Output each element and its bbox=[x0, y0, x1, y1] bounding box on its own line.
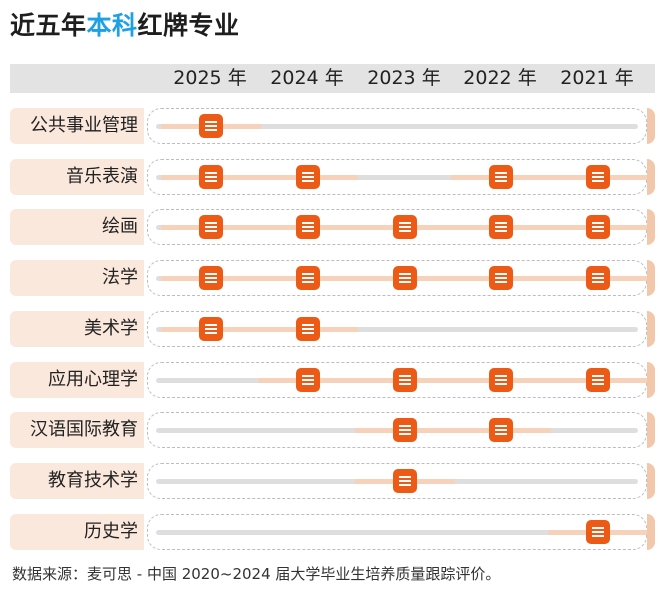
red-card-icon bbox=[489, 266, 513, 290]
red-card-icon bbox=[586, 215, 610, 239]
major-label-cell: 法学 bbox=[10, 260, 144, 296]
red-card-icon bbox=[199, 266, 223, 290]
red-card-icon bbox=[393, 368, 417, 392]
major-label-cell: 绘画 bbox=[10, 209, 144, 245]
red-card-icon bbox=[296, 368, 320, 392]
major-label-cell: 历史学 bbox=[10, 514, 144, 550]
year-track bbox=[147, 260, 648, 296]
track-lane bbox=[156, 175, 638, 180]
track-end-cap bbox=[647, 463, 655, 499]
title-highlight: 本科 bbox=[86, 11, 138, 40]
title-suffix: 红牌专业 bbox=[137, 11, 240, 40]
track-end-cap bbox=[647, 311, 655, 347]
year-label: 2022 年 bbox=[463, 67, 537, 89]
chart-title: 近五年本科红牌专业 bbox=[10, 6, 240, 42]
year-track bbox=[147, 412, 647, 448]
track-lane bbox=[156, 327, 638, 332]
red-card-icon bbox=[199, 165, 223, 189]
track-lane bbox=[156, 124, 638, 129]
red-card-icon bbox=[586, 165, 610, 189]
major-name: 教育技术学 bbox=[48, 470, 138, 491]
major-label-cell: 教育技术学 bbox=[10, 463, 144, 499]
major-name: 音乐表演 bbox=[66, 166, 138, 187]
red-card-icon bbox=[296, 266, 320, 290]
year-header: 2025 年 2024 年 2023 年 2022 年 2021 年 bbox=[10, 64, 655, 93]
track-end-cap bbox=[647, 514, 655, 550]
major-name: 汉语国际教育 bbox=[30, 419, 138, 440]
track-end-cap bbox=[647, 412, 655, 448]
track-lane bbox=[156, 530, 638, 535]
major-name: 法学 bbox=[102, 267, 138, 288]
year-track bbox=[147, 311, 647, 347]
red-card-icon bbox=[199, 114, 223, 138]
red-card-icon bbox=[489, 418, 513, 442]
year-label: 2025 年 bbox=[173, 67, 247, 89]
year-track bbox=[147, 159, 648, 195]
track-end-cap bbox=[647, 209, 655, 245]
red-card-icon bbox=[393, 266, 417, 290]
year-label: 2021 年 bbox=[560, 67, 634, 89]
major-label-cell: 美术学 bbox=[10, 311, 144, 347]
red-card-icon bbox=[489, 215, 513, 239]
red-card-icon bbox=[296, 317, 320, 341]
red-card-icon bbox=[296, 215, 320, 239]
major-name: 公共事业管理 bbox=[30, 115, 138, 136]
major-name: 应用心理学 bbox=[48, 369, 138, 390]
year-label: 2023 年 bbox=[367, 67, 441, 89]
major-label-cell: 音乐表演 bbox=[10, 159, 144, 195]
red-card-icon bbox=[296, 165, 320, 189]
major-name: 美术学 bbox=[84, 318, 138, 339]
red-card-icon bbox=[586, 368, 610, 392]
major-name: 历史学 bbox=[84, 521, 138, 542]
red-card-icon bbox=[489, 165, 513, 189]
year-track bbox=[147, 362, 648, 398]
track-end-cap bbox=[647, 362, 655, 398]
red-card-icon bbox=[199, 215, 223, 239]
major-label-cell: 应用心理学 bbox=[10, 362, 144, 398]
source-footer: 数据来源：麦可思 - 中国 2020~2024 届大学毕业生培养质量跟踪评价。 bbox=[12, 565, 501, 583]
year-track bbox=[147, 514, 648, 550]
red-card-icon bbox=[586, 520, 610, 544]
track-end-cap bbox=[647, 260, 655, 296]
year-label: 2024 年 bbox=[270, 67, 344, 89]
year-track bbox=[147, 108, 647, 144]
red-card-icon bbox=[393, 469, 417, 493]
year-track bbox=[147, 209, 648, 245]
red-card-icon bbox=[393, 215, 417, 239]
year-track bbox=[147, 463, 647, 499]
major-label-cell: 公共事业管理 bbox=[10, 108, 144, 144]
red-card-icon bbox=[586, 266, 610, 290]
track-end-cap bbox=[647, 108, 655, 144]
red-card-icon bbox=[489, 368, 513, 392]
major-name: 绘画 bbox=[102, 216, 138, 237]
title-prefix: 近五年 bbox=[10, 11, 87, 40]
track-end-cap bbox=[647, 159, 655, 195]
major-label-cell: 汉语国际教育 bbox=[10, 412, 144, 448]
red-card-icon bbox=[199, 317, 223, 341]
red-card-icon bbox=[393, 418, 417, 442]
